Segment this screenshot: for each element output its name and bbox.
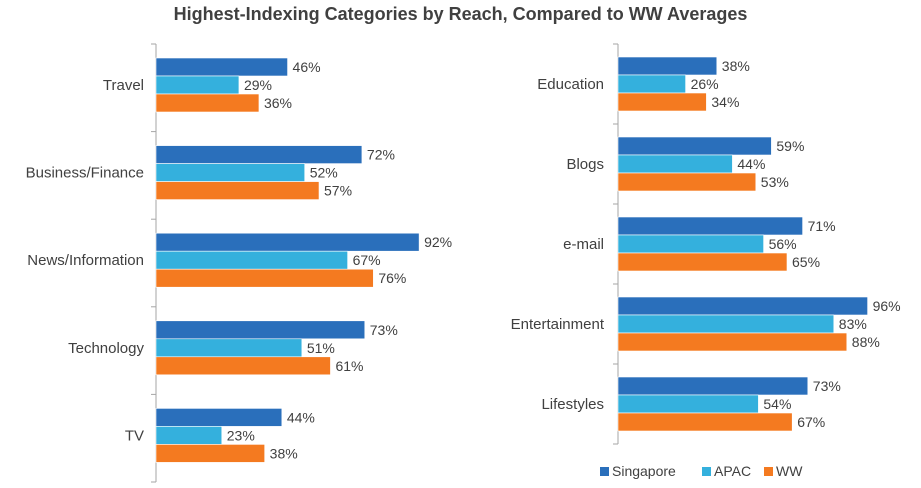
bar-apac: [155, 163, 306, 182]
bar-ww: [617, 412, 793, 432]
bar-apac: [617, 234, 764, 254]
category-label: News/Information: [27, 252, 144, 269]
bar-apac: [617, 74, 686, 94]
chart-title: Highest-Indexing Categories by Reach, Co…: [173, 4, 748, 24]
data-label: 96%: [873, 298, 901, 314]
bar-singapore: [617, 56, 718, 76]
bar-ww: [155, 444, 265, 463]
data-label: 76%: [378, 270, 406, 286]
data-label: 67%: [797, 414, 825, 430]
bar-singapore: [155, 408, 283, 427]
data-label: 44%: [287, 409, 315, 425]
bar-singapore: [155, 232, 420, 252]
data-label: 52%: [310, 165, 338, 181]
category-label: Entertainment: [511, 316, 605, 333]
data-label: 88%: [852, 334, 880, 350]
legend-swatch-singapore: [600, 467, 609, 476]
legend-label-singapore: Singapore: [612, 463, 676, 479]
bar-ww: [155, 268, 374, 288]
bar-ww: [155, 356, 331, 376]
data-label: 44%: [737, 156, 765, 172]
legend-label-apac: APAC: [714, 463, 751, 479]
data-label: 34%: [711, 94, 739, 110]
data-label: 59%: [776, 138, 804, 154]
category-label: TV: [125, 427, 144, 444]
bar-ww: [617, 172, 757, 192]
bar-singapore: [155, 57, 288, 77]
category-label: Education: [537, 76, 604, 93]
bar-apac: [617, 314, 835, 334]
bar-apac: [155, 75, 240, 95]
data-label: 23%: [227, 427, 255, 443]
legend-label-ww: WW: [776, 463, 803, 479]
bar-singapore: [617, 376, 809, 396]
data-label: 67%: [353, 252, 381, 268]
bar-apac: [155, 250, 348, 270]
bar-apac: [617, 154, 733, 174]
legend-swatch-ww: [764, 467, 773, 476]
bar-ww: [617, 252, 788, 272]
data-label: 26%: [691, 76, 719, 92]
bar-apac: [617, 394, 759, 414]
data-label: 65%: [792, 254, 820, 270]
data-label: 83%: [839, 316, 867, 332]
bar-singapore: [617, 216, 803, 236]
data-label: 38%: [270, 445, 298, 461]
category-label: Technology: [68, 340, 144, 357]
category-label: e-mail: [563, 236, 604, 253]
bar-singapore: [617, 296, 868, 316]
bar-singapore: [617, 136, 772, 156]
bar-apac: [155, 426, 223, 445]
bar-ww: [155, 181, 320, 200]
bar-singapore: [155, 320, 366, 340]
data-label: 56%: [769, 236, 797, 252]
category-label: Blogs: [566, 156, 604, 173]
data-label: 61%: [335, 358, 363, 374]
data-label: 57%: [324, 183, 352, 199]
data-label: 73%: [370, 322, 398, 338]
bar-apac: [155, 338, 303, 358]
category-label: Business/Finance: [26, 165, 144, 182]
data-label: 71%: [808, 218, 836, 234]
data-label: 51%: [307, 340, 335, 356]
data-label: 72%: [367, 147, 395, 163]
data-label: 73%: [813, 378, 841, 394]
bar-ww: [617, 92, 707, 112]
data-label: 92%: [424, 234, 452, 250]
data-label: 36%: [264, 95, 292, 111]
data-label: 29%: [244, 77, 272, 93]
data-label: 38%: [722, 58, 750, 74]
data-label: 46%: [293, 59, 321, 75]
legend-swatch-apac: [702, 467, 711, 476]
category-label: Lifestyles: [541, 396, 604, 413]
bar-ww: [155, 93, 260, 113]
bar-singapore: [155, 145, 363, 164]
data-label: 54%: [763, 396, 791, 412]
category-label: Travel: [103, 77, 144, 94]
data-label: 53%: [761, 174, 789, 190]
bar-ww: [617, 332, 848, 352]
